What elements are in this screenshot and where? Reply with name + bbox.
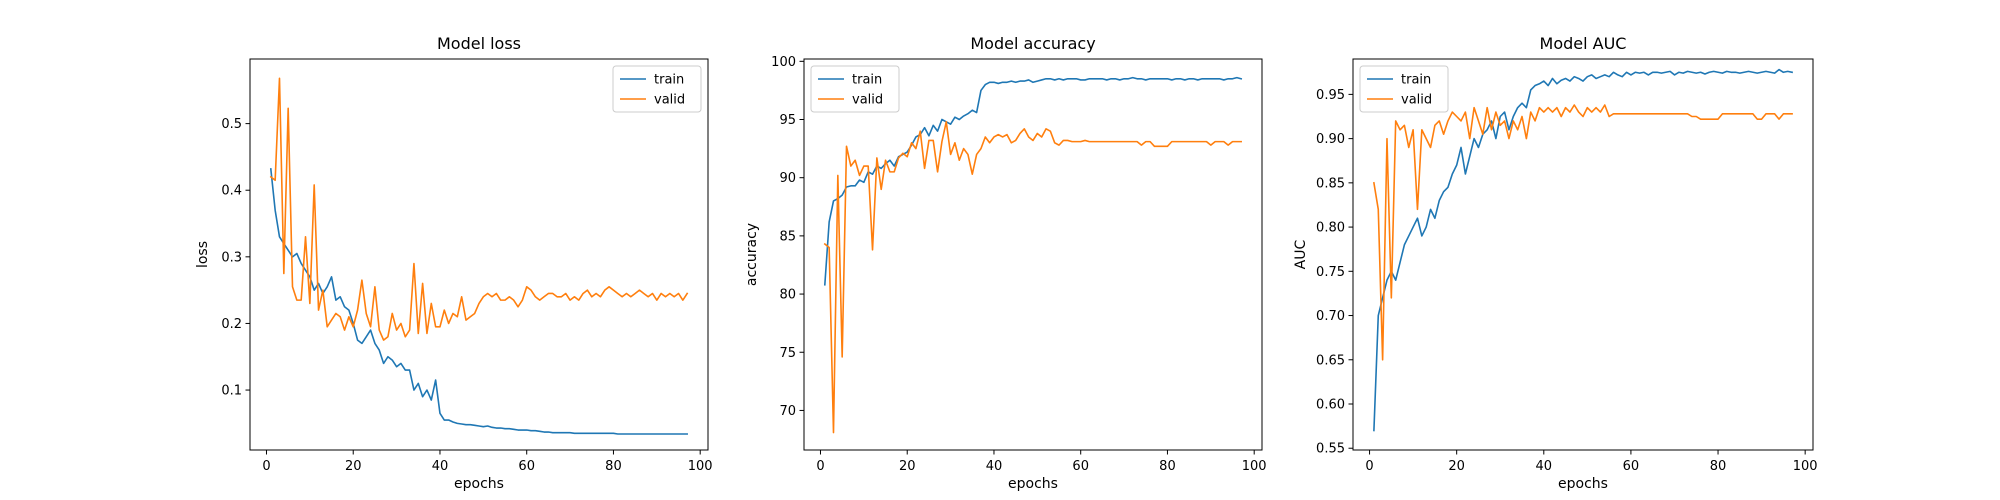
y-tick-label: 95 — [779, 113, 796, 128]
y-tick-label: 0.70 — [1316, 309, 1345, 324]
x-tick-label: 0 — [1365, 459, 1373, 474]
legend-label-train: train — [1401, 73, 1431, 88]
legend-box — [1359, 65, 1449, 113]
chart-title: Model accuracy — [970, 34, 1095, 53]
y-tick-label: 75 — [779, 346, 796, 361]
y-tick-label: 70 — [779, 404, 796, 419]
legend-label-valid: valid — [654, 93, 685, 108]
chart-title: Model AUC — [1540, 34, 1627, 53]
legend-box — [612, 65, 702, 113]
legend-label-valid: valid — [852, 93, 883, 108]
x-tick-label: 40 — [432, 459, 449, 474]
x-tick-label: 100 — [688, 459, 713, 474]
x-axis-label: epochs — [1558, 476, 1608, 492]
subplots: Model loss 0 20 40 60 80 100 0.1 0.2 0.3 0.4 0.5 epo… — [195, 34, 1818, 492]
y-tick-label: 0.2 — [221, 317, 242, 332]
y-tick-label: 100 — [771, 55, 796, 70]
y-axis-label: AUC — [1293, 239, 1309, 269]
y-tick-label: 0.80 — [1316, 221, 1345, 236]
legend-box — [810, 65, 900, 113]
series-line-valid — [269, 77, 689, 341]
x-tick-label: 40 — [986, 459, 1003, 474]
y-tick-label: 80 — [779, 288, 796, 303]
x-tick-label: 80 — [1710, 459, 1727, 474]
legend-label-train: train — [654, 73, 684, 88]
y-tick-label: 0.4 — [221, 184, 242, 199]
plot-frame — [1352, 58, 1814, 451]
y-tick-label: 0.3 — [221, 250, 242, 265]
x-tick-label: 80 — [605, 459, 622, 474]
x-tick-label: 60 — [1623, 459, 1640, 474]
series-line-valid — [1372, 104, 1793, 361]
x-axis-label: epochs — [454, 476, 504, 492]
y-tick-label: 0.60 — [1316, 398, 1345, 413]
plot-frame — [803, 58, 1263, 451]
series-line-train — [1373, 68, 1794, 432]
y-tick-label: 0.90 — [1316, 132, 1345, 147]
x-axis-label: epochs — [1008, 476, 1058, 492]
legend: train valid — [1359, 65, 1449, 113]
series-line-valid — [823, 121, 1242, 434]
chart-accuracy: Model accuracy 0 20 40 60 80 100 70 75 80 85 90 95 10… — [744, 34, 1267, 492]
y-tick-label: 0.85 — [1316, 176, 1345, 191]
y-tick-label: 0.1 — [221, 384, 242, 399]
legend-label-valid: valid — [1401, 93, 1432, 108]
x-tick-label: 100 — [1242, 459, 1267, 474]
x-tick-label: 0 — [262, 459, 270, 474]
y-tick-label: 90 — [779, 171, 796, 186]
legend-label-train: train — [852, 73, 882, 88]
x-tick-label: 40 — [1536, 459, 1553, 474]
chart-title: Model loss — [437, 34, 521, 53]
y-axis-label: accuracy — [744, 223, 760, 286]
y-tick-label: 0.95 — [1316, 88, 1345, 103]
x-tick-label: 60 — [1072, 459, 1089, 474]
series-group — [269, 77, 689, 435]
y-tick-label: 0.75 — [1316, 265, 1345, 280]
x-tick-label: 20 — [345, 459, 362, 474]
y-tick-label: 85 — [779, 229, 796, 244]
series-line-train — [269, 168, 688, 435]
y-tick-label: 0.55 — [1316, 442, 1345, 457]
legend: train valid — [612, 65, 702, 113]
x-tick-label: 20 — [899, 459, 916, 474]
legend: train valid — [810, 65, 900, 113]
series-group — [823, 76, 1243, 434]
y-axis-label: loss — [195, 241, 211, 268]
plot-frame — [249, 58, 709, 451]
y-tick-label: 0.65 — [1316, 353, 1345, 368]
x-tick-label: 80 — [1159, 459, 1176, 474]
x-tick-label: 60 — [518, 459, 535, 474]
x-tick-label: 100 — [1793, 459, 1818, 474]
series-line-train — [823, 76, 1243, 286]
series-group — [1372, 68, 1794, 432]
y-tick-label: 0.5 — [221, 117, 242, 132]
x-tick-label: 20 — [1448, 459, 1465, 474]
chart-auc: Model AUC 0 20 40 60 80 100 0.55 0.60 0.65 0.70 0.7… — [1293, 34, 1818, 492]
x-tick-label: 0 — [816, 459, 824, 474]
chart-loss: Model loss 0 20 40 60 80 100 0.1 0.2 0.3 0.4 0.5 epo… — [195, 34, 713, 492]
